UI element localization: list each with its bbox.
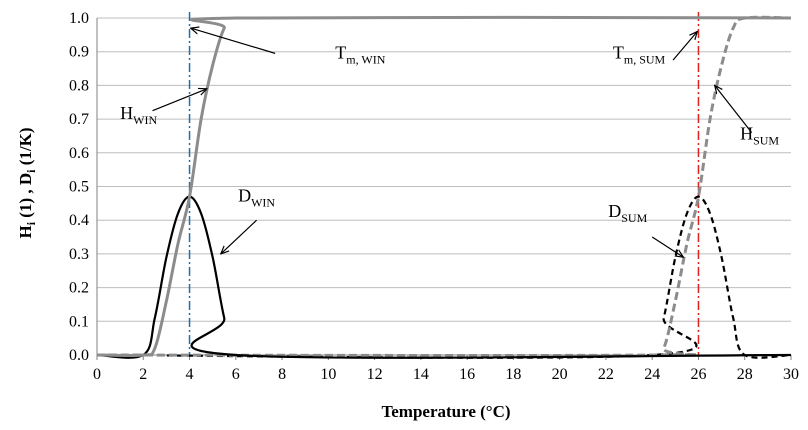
x-tick-label: 6 [232,366,240,383]
arrow-h-win [152,89,207,112]
label-d-win-main: D [238,186,251,206]
arrow-tm-sum [672,31,697,61]
y-tick-label: 0.8 [69,77,89,94]
y-tick-label: 0.7 [69,111,89,128]
x-tick-label: 4 [186,366,194,383]
label-d-sum-sub: SUM [621,211,647,225]
label-h-win-sub: WIN [133,113,157,127]
x-tick-label: 22 [598,366,614,383]
series-h-win [96,15,792,357]
x-tick-label: 24 [644,366,660,383]
arrow-d-sum [651,236,683,257]
label-d-win: DWIN [238,186,275,210]
x-tick-label: 28 [737,366,753,383]
label-tm-win: Tm, WIN [335,42,385,66]
x-tick-label: 2 [139,366,147,383]
y-tick-label: 0.5 [69,179,89,196]
label-h-sum-main: H [740,123,753,143]
axes [96,18,792,360]
y-tick-label: 1.0 [69,10,89,27]
label-d-win-sub: WIN [251,196,275,210]
label-tm-sum-main: T [613,42,624,62]
label-h-win: HWIN [120,103,157,127]
x-tick-label: 18 [505,366,521,383]
x-tick-label: 10 [320,366,336,383]
y-tick-label: 0.6 [69,145,89,162]
melting-temperature-lines [188,12,700,355]
label-h-win-main: H [120,103,133,123]
y-axis-title-h-sub: i [24,221,38,225]
arrow-h-sum [715,85,753,133]
x-tick-label: 20 [552,366,568,383]
arrow-d-win [221,219,258,254]
label-h-sum: HSUM [740,123,779,147]
x-tick-label: 16 [459,366,475,383]
arrow-tm-win [191,28,276,54]
x-axis-title: Temperature (°C) [381,402,510,421]
y-axis-title-unit: (1/K) [16,127,35,169]
y-axis-title-d-sub: i [24,169,38,173]
series-lines [96,15,792,359]
y-axis-title: Hi (1) , Di (1/K) [16,127,38,238]
y-tick-label: 0.4 [69,212,89,229]
x-tick-label: 14 [413,366,429,383]
series-d-sum [96,195,792,359]
label-d-sum-main: D [608,201,621,221]
label-tm-win-main: T [335,42,346,62]
y-tick-label: 0.2 [69,280,89,297]
x-tick-label: 0 [93,366,101,383]
label-h-sum-sub: SUM [753,133,779,147]
label-tm-sum-sub: m, SUM [624,52,666,66]
y-tick-label: 0.1 [69,313,89,330]
x-tick-label: 30 [783,366,799,383]
grid-lines [97,17,791,322]
y-tick-label: 0.0 [69,347,89,364]
x-tick-label: 8 [278,366,286,383]
y-axis-title-h: H [16,225,35,238]
x-tick-label: 26 [690,366,706,383]
label-tm-win-sub: m, WIN [346,52,385,66]
label-tm-sum: Tm, SUM [613,42,666,66]
tick-labels: 0.00.10.20.30.40.50.60.70.80.91.00 2 4 6 8 10… [69,10,799,383]
y-tick-label: 0.3 [69,246,89,263]
y-axis-title-mid: (1) , D [16,173,35,222]
y-tick-label: 0.9 [69,44,89,61]
series-h-sum [96,15,792,357]
x-tick-label: 12 [367,366,383,383]
label-d-sum: DSUM [608,201,647,225]
series-d-win [96,195,792,359]
